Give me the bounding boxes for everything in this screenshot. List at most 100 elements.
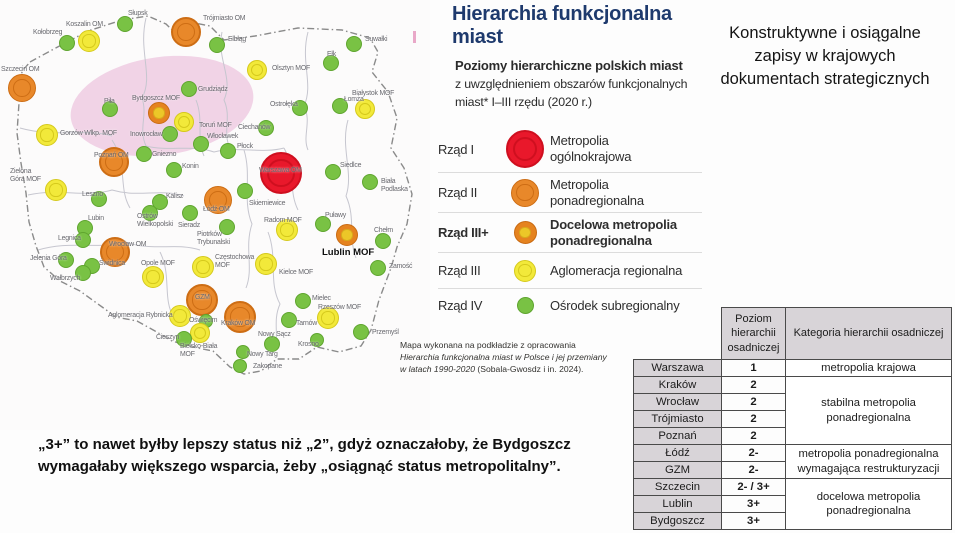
city-label: Kraków OM	[221, 320, 256, 327]
caption-line2: Hierarchia funkcjonalna miast w Polsce i…	[400, 351, 607, 362]
city-marker	[204, 186, 232, 214]
city-label: Piła	[104, 98, 115, 105]
city-label: GZM	[195, 294, 210, 301]
legend-rank-label: Rząd IV	[438, 298, 483, 313]
rank-marker-r4	[516, 297, 534, 314]
city-label: Nowy Targ	[247, 351, 278, 358]
table-row: Wrocław 2	[633, 393, 952, 411]
city-label: Krosno	[298, 341, 319, 348]
city-marker	[166, 162, 182, 178]
city-label: Świdnica	[99, 260, 125, 267]
city-label: Zamość	[389, 263, 413, 270]
city-hierarchy-table: Poziom hierarchii osadniczej Kategoria hi…	[633, 307, 952, 530]
table-ghost-cell	[634, 308, 722, 360]
city-label: Włocławek	[207, 133, 239, 140]
city-label: Zakopane	[253, 363, 283, 370]
city-marker	[45, 179, 67, 201]
table-row: GZM 2-	[633, 461, 952, 479]
city-marker	[255, 253, 277, 275]
city-marker	[310, 333, 324, 347]
city-marker	[162, 126, 178, 142]
legend-subtitle: Poziomy hierarchiczne polskich miast z u…	[455, 57, 703, 112]
city-label: Słupsk	[128, 10, 148, 17]
table-row: Lublin 3+	[633, 495, 952, 513]
city-label: Chełm	[374, 227, 393, 234]
pink-tick	[413, 31, 416, 43]
rank-marker-r2	[511, 178, 539, 207]
city-label: Sieradz	[178, 222, 200, 229]
table-row: Szczecin 2- / 3+ docelowa metropolia ponad…	[633, 478, 952, 530]
city-marker	[148, 102, 170, 124]
city-label: Kołobrzeg	[33, 29, 63, 36]
caption-line1: Mapa wykonana na podkładzie z opracowani…	[400, 340, 576, 350]
city-label: Tarnów	[296, 320, 318, 327]
city-label: Olsztyn MOF	[272, 65, 310, 72]
city-marker	[247, 60, 267, 80]
right-heading-line2: zapisy w krajowych	[754, 46, 896, 65]
right-heading-line1: Konstruktywne i osiągalne	[729, 24, 921, 42]
city-label: Zielona Góra MOF	[10, 168, 41, 183]
rank-marker-r3p	[513, 221, 537, 244]
city-marker	[102, 101, 118, 117]
legend-row: Rząd II Metropolia ponadregionalna	[438, 172, 702, 212]
city-marker	[136, 146, 152, 162]
city-label: Ełk	[327, 51, 336, 58]
city-marker	[260, 152, 302, 194]
city-marker	[370, 260, 386, 276]
city-marker	[75, 232, 91, 248]
poland-map: Szczecin OM Kołobrzeg Koszalin OM Słupsk Tró…	[0, 0, 607, 430]
city-marker	[190, 323, 210, 343]
city-marker	[276, 219, 298, 241]
city-label: Toruń MOF	[199, 122, 232, 129]
city-marker	[78, 30, 100, 52]
city-label: Puławy	[325, 212, 347, 219]
city-marker	[264, 336, 280, 352]
map-markers: Szczecin OM Kołobrzeg Koszalin OM Słupsk Tró…	[0, 0, 430, 430]
legend-rank-label: Rząd I	[438, 141, 474, 157]
page-title: Hierarchia funkcjonalna miast	[452, 3, 672, 48]
legend-row: Rząd IV Ośrodek subregionalny	[438, 288, 702, 322]
city-label: Suwałki	[365, 36, 388, 43]
legend-row: Rząd I Metropolia ogólnokrajowa	[438, 126, 702, 172]
legend-rank-label: Rząd III	[438, 263, 481, 278]
city-marker	[8, 74, 36, 102]
city-label: Jelenia Góra	[30, 255, 67, 262]
city-marker	[346, 36, 362, 52]
city-marker	[176, 331, 192, 347]
city-marker	[142, 205, 158, 221]
legend-category-label: Docelowa metropolia ponadregionalna	[550, 216, 677, 248]
city-label: Wrocław OM	[109, 241, 147, 248]
caption-line3: w latach 1990-2020 (Sobala-Gwosdz i in. …	[400, 363, 584, 374]
city-label: Kalisz	[166, 193, 184, 200]
table-cell-level: 2-	[721, 461, 786, 479]
city-label: Ostrów Wielkopolski	[137, 213, 173, 228]
city-label: Szczecin OM	[1, 66, 40, 73]
city-label: Kielce MOF	[279, 269, 313, 276]
city-marker	[182, 205, 198, 221]
table: Poziom hierarchii osadniczej Kategoria hi…	[633, 307, 952, 530]
table-header-level: Poziom hierarchii osadniczej	[721, 307, 786, 360]
table-cell-city: GZM	[633, 461, 722, 479]
city-label: Rzeszów MOF	[318, 304, 361, 311]
country-border	[16, 15, 413, 375]
city-label: Płock	[237, 143, 253, 150]
city-marker	[91, 191, 107, 207]
city-label: Biała Podlaska	[381, 178, 408, 193]
subtitle-line2: z uwzględnieniem obszarów funkcjonalnych	[455, 76, 688, 91]
city-label: Przemyśl	[372, 329, 399, 336]
city-label: Inowrocław	[130, 131, 163, 138]
city-marker	[220, 143, 236, 159]
city-marker	[323, 55, 339, 71]
table-row: Poznań 2	[633, 427, 952, 445]
city-marker	[152, 194, 168, 210]
city-marker	[233, 359, 247, 373]
city-label: Ostrołęka	[270, 101, 298, 108]
city-label: Trójmiasto OM	[203, 15, 246, 22]
legend-rows: Rząd I Metropolia ogólnokrajowa Rząd II Met…	[438, 126, 702, 322]
city-label: Konin	[182, 163, 199, 170]
city-label: Siedlce	[340, 162, 362, 169]
city-marker	[295, 293, 311, 309]
city-label: Skierniewice	[249, 200, 286, 207]
legend-category-label: Metropolia ogólnokrajowa	[550, 133, 632, 164]
